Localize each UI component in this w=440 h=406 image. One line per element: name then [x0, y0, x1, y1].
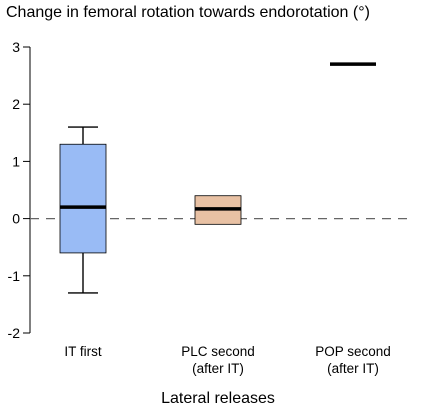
x-category-label: POP second — [315, 344, 391, 359]
y-tick-label: -1 — [8, 268, 21, 284]
x-category-label: (after IT) — [192, 361, 244, 376]
box-iqr — [59, 143, 107, 254]
chart-title: Change in femoral rotation towards endor… — [6, 4, 370, 21]
y-tick-label: 2 — [12, 96, 20, 112]
y-tick-label: 1 — [12, 153, 20, 169]
box-series — [59, 62, 376, 294]
y-tick-label: 0 — [12, 211, 20, 227]
x-axis-categories: IT first PLC second (after IT) POP second (a… — [64, 344, 390, 376]
x-axis-label: Lateral releases — [161, 390, 275, 406]
y-axis-ticks: -2 -1 0 1 2 3 — [8, 39, 30, 341]
box-group — [59, 126, 107, 294]
y-tick-label: -2 — [8, 325, 21, 341]
x-category-label: (after IT) — [327, 361, 379, 376]
y-tick-label: 3 — [12, 39, 20, 55]
x-category-label: PLC second — [181, 344, 255, 359]
x-category-label: IT first — [64, 344, 101, 359]
box-group — [194, 195, 242, 225]
